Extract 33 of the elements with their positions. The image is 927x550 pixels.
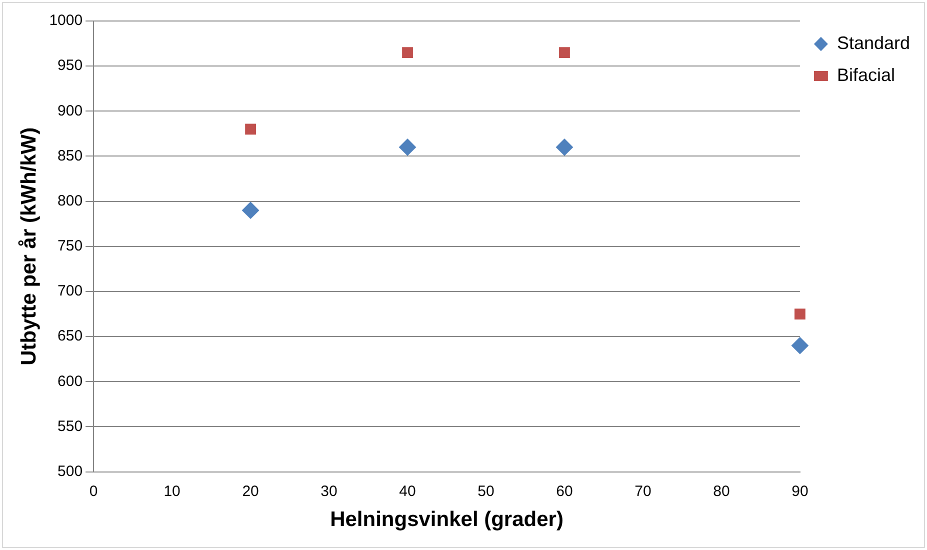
x-tick-label: 80 [713,482,730,500]
point [559,47,570,58]
point [791,337,808,354]
point [402,47,413,58]
x-tick-label: 0 [89,482,98,500]
y-tick-label: 950 [58,57,83,74]
y-tick-label: 650 [58,328,83,345]
y-tick-label: 900 [58,102,83,120]
y-axis-title: Utbytte per år (kWh/kW) [17,127,40,366]
point [556,138,573,156]
x-axis-title: Helningsvinkel (grader) [330,508,564,532]
x-tick-label: 40 [399,482,416,500]
x-tick-label: 60 [556,482,573,500]
x-tick-label: 90 [792,482,808,500]
x-tick-label: 10 [164,482,180,500]
point [794,308,806,320]
point [245,124,256,135]
point [242,202,260,219]
y-tick-label: 1000 [49,12,83,30]
x-tick-label: 30 [320,482,338,500]
legend-label: Standard [836,32,910,53]
y-tick-label: 500 [58,462,83,480]
y-tick-label: 800 [58,192,83,210]
point [399,138,416,156]
y-tick-label: 750 [58,238,83,255]
y-tick-label: 600 [58,372,83,390]
y-tick-label: 700 [58,282,83,300]
x-tick-label: 70 [634,482,652,500]
x-tick-label: 20 [242,482,259,500]
y-tick-label: 550 [58,418,83,435]
legend-label: Bifacial [836,64,895,85]
x-tick-label: 50 [478,482,494,500]
y-tick-label: 850 [58,147,83,164]
